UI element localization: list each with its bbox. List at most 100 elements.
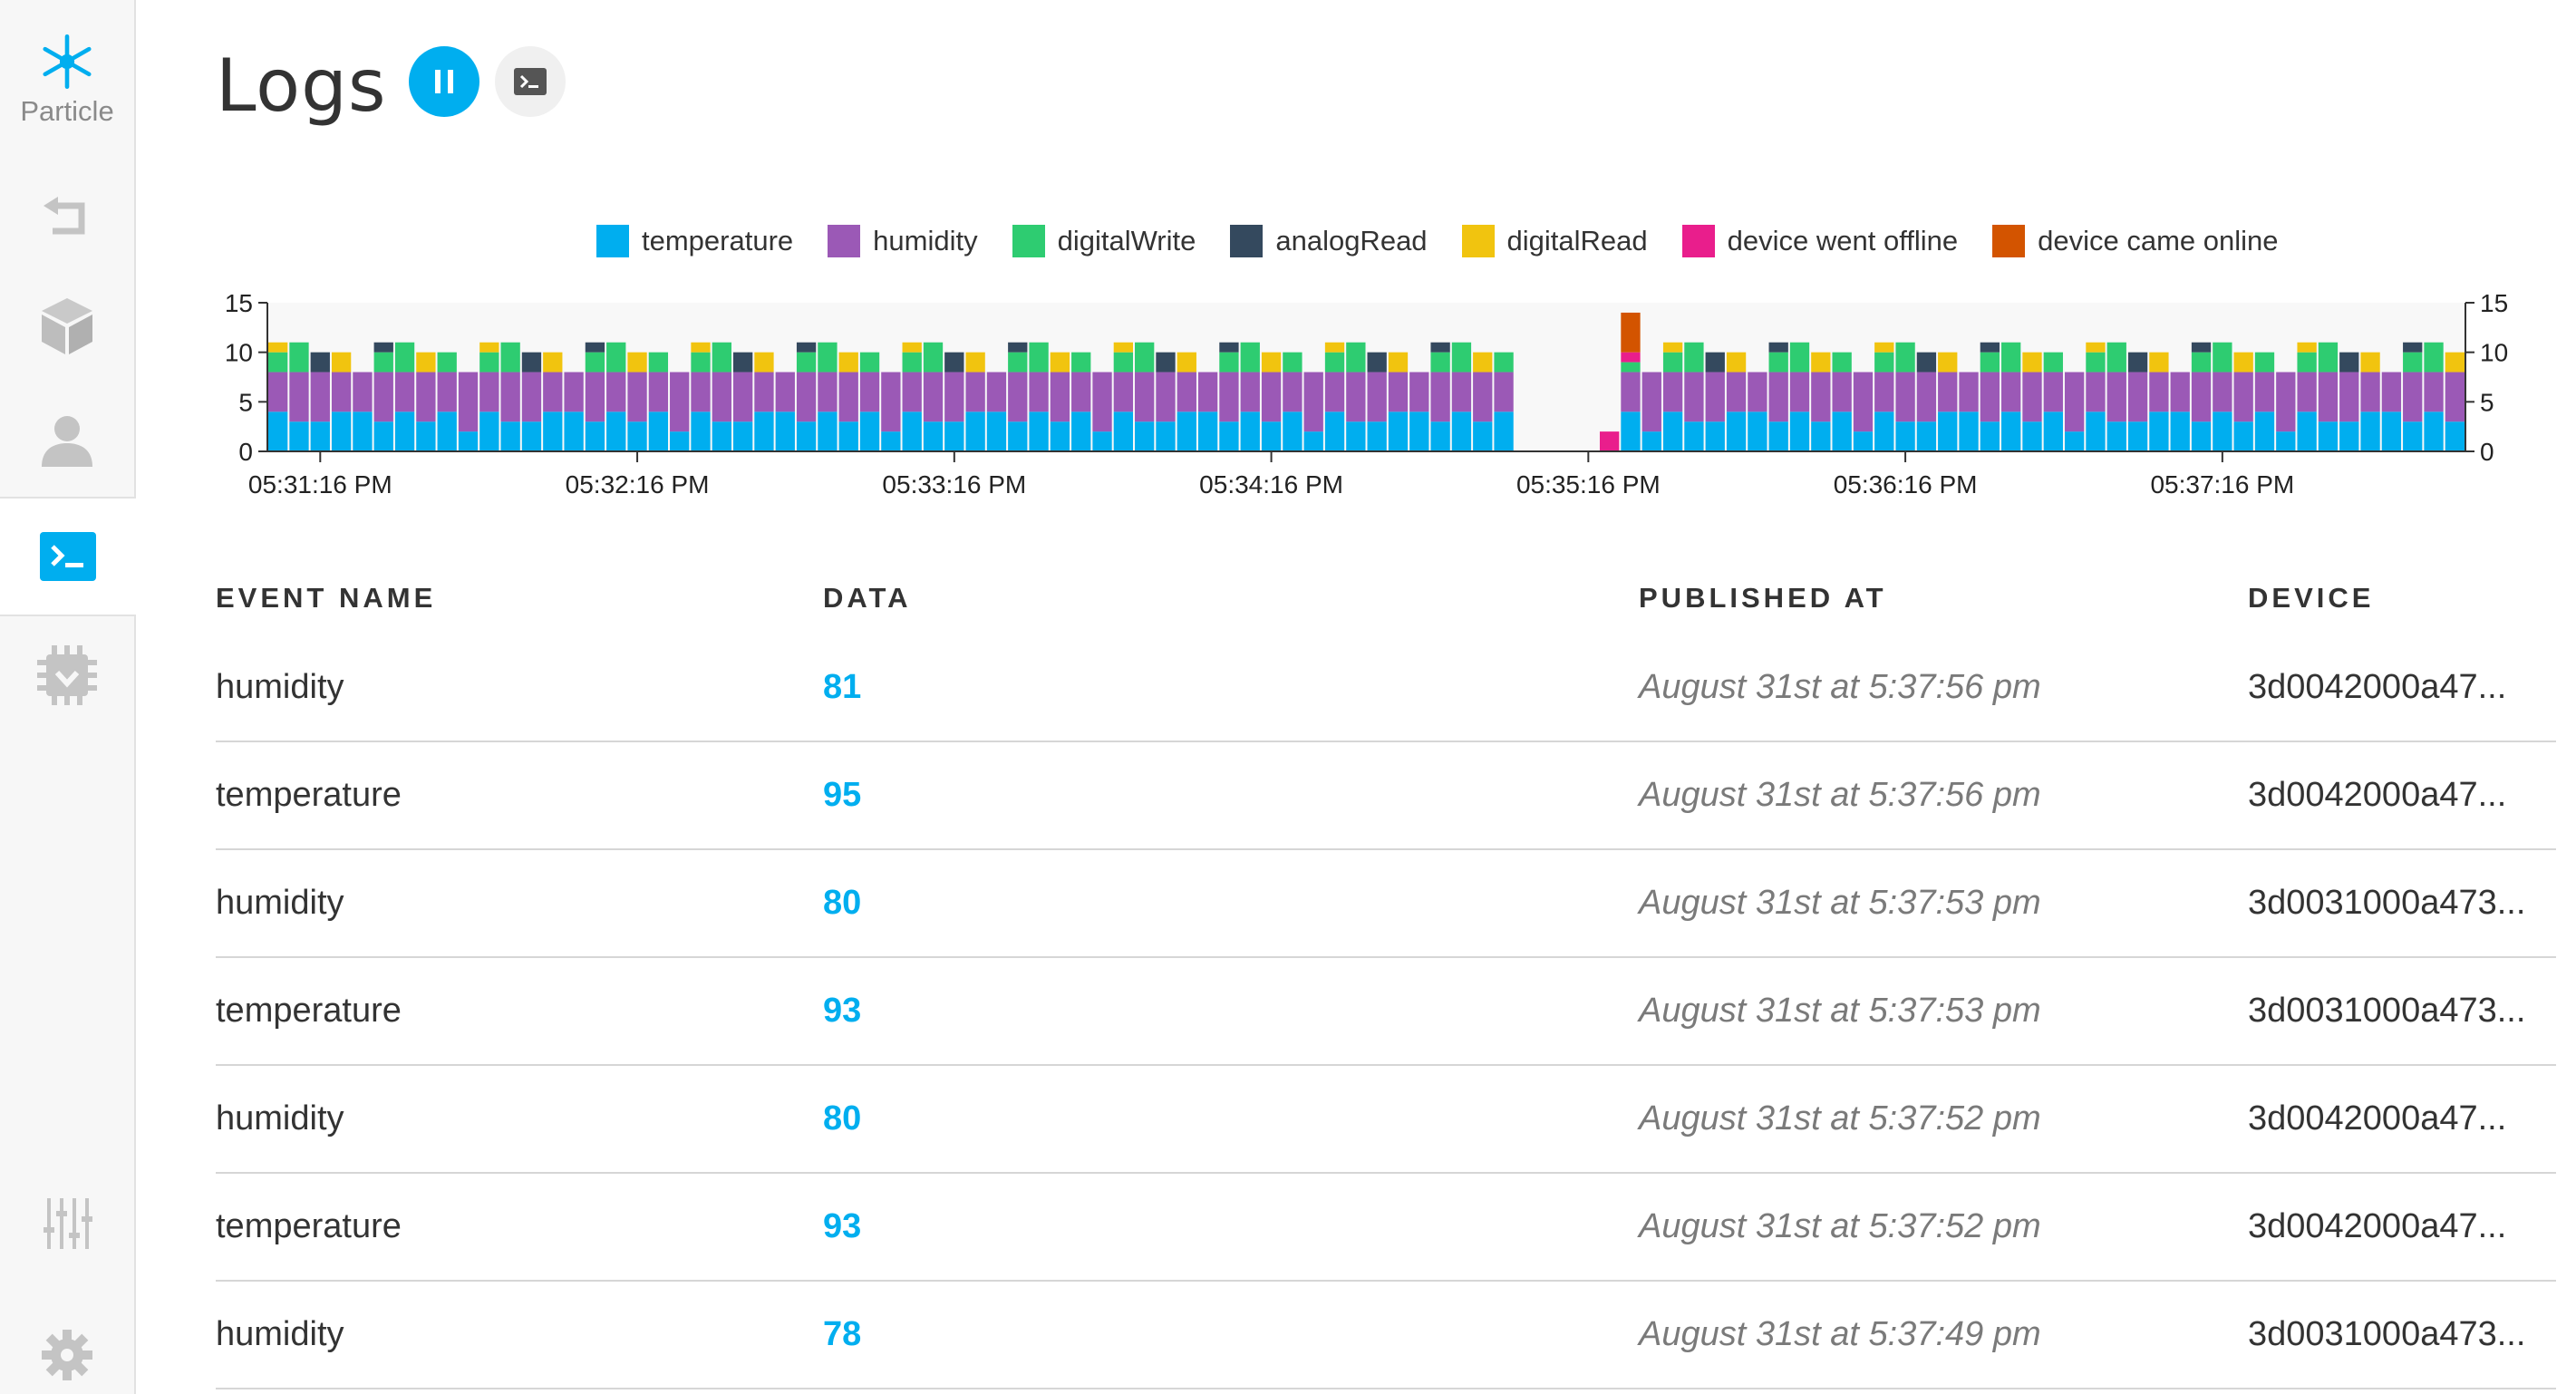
bar-segment[interactable] [1938,352,1958,373]
bar-segment[interactable] [1621,372,1641,412]
bar-segment[interactable] [2213,411,2232,451]
bar-segment[interactable] [1832,411,1852,451]
bar-segment[interactable] [1494,411,1514,451]
bar-segment[interactable] [1895,342,1915,373]
bar-segment[interactable] [1662,372,1683,412]
bar-segment[interactable] [2403,342,2423,353]
bar-segment[interactable] [1283,372,1303,412]
bar-segment[interactable] [2149,372,2169,412]
bar-segment[interactable] [1430,342,1450,353]
bar-segment[interactable] [500,342,520,373]
bar-segment[interactable] [1113,352,1134,373]
bar-segment[interactable] [1240,372,1260,412]
bar-segment[interactable] [2191,372,2212,422]
bar-segment[interactable] [1662,411,1683,451]
bar-segment[interactable] [1029,411,1049,451]
bar-segment[interactable] [1156,352,1176,373]
bar-segment[interactable] [1662,352,1683,373]
bar-segment[interactable] [1261,352,1282,373]
bar-segment[interactable] [2318,421,2339,451]
bar-segment[interactable] [859,352,880,373]
table-row[interactable]: temperature 93 August 31st at 5:37:53 pm 3d… [216,958,2556,1066]
bar-segment[interactable] [1324,352,1345,373]
bar-segment[interactable] [1050,421,1070,451]
bar-segment[interactable] [268,372,288,412]
bar-segment[interactable] [796,342,817,353]
bar-segment[interactable] [1748,411,1767,451]
sidebar-item-back[interactable] [0,186,134,249]
bar-segment[interactable] [2445,352,2465,373]
table-row[interactable]: humidity 78 August 31st at 5:37:49 pm 3d003… [216,1282,2556,1389]
bar-segment[interactable] [2043,352,2063,373]
bar-segment[interactable] [416,352,436,373]
bar-segment[interactable] [1874,342,1894,353]
bar-segment[interactable] [1662,342,1683,353]
bar-segment[interactable] [1135,421,1155,451]
bar-segment[interactable] [479,342,499,353]
bar-segment[interactable] [1705,372,1725,422]
bar-segment[interactable] [1388,372,1409,412]
bar-segment[interactable] [1938,411,1958,451]
bar-segment[interactable] [310,352,330,373]
bar-segment[interactable] [1135,372,1155,422]
bar-segment[interactable] [1050,372,1070,422]
bar-segment[interactable] [775,372,795,412]
legend-item[interactable]: analogRead [1230,225,1428,257]
bar-segment[interactable] [479,411,499,451]
bar-segment[interactable] [2381,372,2402,412]
bar-segment[interactable] [373,421,393,451]
bar-segment[interactable] [331,352,352,373]
bar-segment[interactable] [1071,372,1091,412]
bar-segment[interactable] [1367,352,1387,373]
bar-segment[interactable] [1135,342,1155,373]
bar-segment[interactable] [1980,372,2000,422]
bar-segment[interactable] [1367,372,1387,422]
bar-segment[interactable] [543,372,563,412]
bar-segment[interactable] [2213,372,2232,412]
bar-segment[interactable] [1726,411,1747,451]
bar-segment[interactable] [2191,342,2212,353]
bar-segment[interactable] [500,421,520,451]
bar-segment[interactable] [859,372,880,412]
table-row[interactable]: humidity 80 August 31st at 5:37:53 pm 3d003… [216,850,2556,958]
sidebar-item-logs[interactable] [0,497,136,616]
bar-segment[interactable] [1219,342,1239,353]
bar-segment[interactable] [564,411,584,451]
bar-segment[interactable] [2254,411,2275,451]
bar-segment[interactable] [437,411,457,451]
legend-item[interactable]: temperature [596,225,793,257]
bar-segment[interactable] [712,342,731,373]
bar-segment[interactable] [394,372,415,412]
bar-segment[interactable] [2191,421,2212,451]
bar-segment[interactable] [564,372,584,412]
bar-segment[interactable] [1029,342,1049,373]
bar-segment[interactable] [881,431,901,451]
bar-segment[interactable] [479,352,499,373]
bar-segment[interactable] [2254,352,2275,373]
bar-segment[interactable] [373,352,393,373]
bar-segment[interactable] [1621,411,1641,451]
bar-segment[interactable] [1071,352,1091,373]
bar-segment[interactable] [818,372,838,412]
bar-segment[interactable] [732,352,753,373]
bar-segment[interactable] [585,342,605,353]
bar-segment[interactable] [2127,352,2148,373]
bar-segment[interactable] [2403,372,2423,422]
bar-segment[interactable] [437,352,457,373]
bar-segment[interactable] [923,342,944,373]
bar-segment[interactable] [2297,411,2317,451]
bar-segment[interactable] [670,372,690,432]
bar-segment[interactable] [2297,342,2317,353]
bar-segment[interactable] [521,352,542,373]
bar-segment[interactable] [1811,421,1831,451]
bar-segment[interactable] [965,352,985,373]
bar-segment[interactable] [479,372,499,412]
bar-segment[interactable] [754,352,774,373]
bar-segment[interactable] [902,342,922,353]
bar-segment[interactable] [1177,372,1196,412]
bar-segment[interactable] [2403,421,2423,451]
bar-segment[interactable] [394,411,415,451]
bar-segment[interactable] [353,411,373,451]
legend-item[interactable]: digitalWrite [1012,225,1196,257]
bar-segment[interactable] [1874,352,1894,373]
